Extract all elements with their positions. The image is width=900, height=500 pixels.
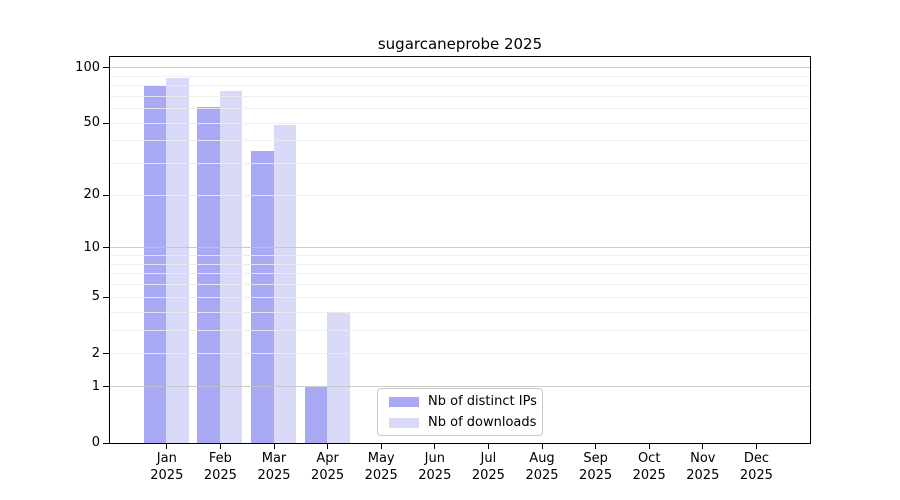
chart-title: sugarcaneprobe 2025 [377, 35, 543, 53]
x-tick-mark [541, 444, 543, 449]
x-tick-mark [219, 444, 221, 449]
x-tick-label-jun: Jun 2025 [418, 451, 452, 483]
minor-gridline [110, 194, 810, 196]
x-tick-mark [595, 444, 597, 449]
minor-gridline [110, 75, 810, 77]
minor-gridline [110, 263, 810, 265]
y-tick-mark [103, 296, 109, 298]
legend-swatch-downloads-icon [389, 417, 419, 428]
x-tick-mark [755, 444, 757, 449]
y-tick-label: 0 [91, 435, 100, 450]
bar-nb-of-distinct-ips [304, 386, 328, 443]
x-tick-label-apr: Apr 2025 [311, 451, 345, 483]
bar-nb-of-distinct-ips [197, 107, 220, 443]
x-tick-label-may: May 2025 [364, 451, 398, 483]
bar-nb-of-downloads [327, 312, 350, 443]
x-tick-mark [273, 444, 275, 449]
minor-gridline [110, 296, 810, 298]
minor-gridline [110, 273, 810, 275]
legend-label-distinct-ips: Nb of distinct IPs [428, 394, 537, 409]
y-tick-mark [103, 122, 109, 124]
legend-label-downloads: Nb of downloads [428, 415, 537, 430]
minor-gridline [110, 85, 810, 86]
y-tick-mark [103, 67, 109, 69]
y-tick-mark [103, 442, 109, 444]
major-gridline [110, 247, 810, 249]
minor-gridline [110, 284, 810, 286]
major-gridline [110, 386, 810, 388]
legend: Nb of distinct IPs Nb of downloads [377, 388, 543, 436]
x-tick-label-sep: Sep 2025 [579, 451, 613, 483]
x-tick-mark [327, 444, 329, 449]
y-tick-label: 50 [83, 115, 100, 131]
y-tick-mark [103, 194, 109, 196]
y-tick-label: 20 [83, 187, 100, 203]
minor-gridline [110, 140, 810, 142]
minor-gridline [110, 353, 810, 355]
x-tick-label-jan: Jan 2025 [150, 451, 184, 483]
legend-swatch-distinct-ips-icon [389, 396, 419, 407]
x-tick-mark [648, 444, 650, 449]
x-tick-mark [166, 444, 168, 449]
x-tick-mark [702, 444, 704, 449]
y-tick-label: 100 [75, 59, 100, 75]
x-tick-mark [380, 444, 382, 449]
y-tick-mark [103, 247, 109, 249]
major-gridline [110, 67, 810, 69]
x-tick-label-nov: Nov 2025 [686, 451, 720, 483]
x-tick-label-oct: Oct 2025 [632, 451, 666, 483]
minor-gridline [110, 329, 810, 331]
y-tick-label: 2 [91, 345, 100, 361]
bar-nb-of-downloads [273, 124, 296, 443]
x-tick-mark [487, 444, 489, 449]
legend-item-distinct-ips: Nb of distinct IPs [389, 392, 537, 411]
minor-gridline [110, 311, 810, 313]
x-tick-label-feb: Feb 2025 [203, 451, 237, 483]
y-tick-label: 10 [83, 239, 100, 255]
y-tick-mark [103, 353, 109, 355]
x-tick-label-jul: Jul 2025 [471, 451, 505, 483]
minor-gridline [110, 95, 810, 97]
x-tick-label-aug: Aug 2025 [525, 451, 559, 483]
minor-gridline [110, 108, 810, 110]
x-tick-mark [434, 444, 436, 449]
y-tick-label: 1 [91, 378, 100, 394]
plot-area [109, 56, 811, 444]
legend-item-downloads: Nb of downloads [389, 413, 536, 432]
bar-nb-of-downloads [166, 77, 189, 443]
minor-gridline [110, 163, 810, 165]
x-tick-label-mar: Mar 2025 [257, 451, 291, 483]
minor-gridline [110, 255, 810, 257]
minor-gridline [110, 122, 810, 124]
bar-nb-of-downloads [219, 90, 243, 443]
x-tick-label-dec: Dec 2025 [739, 451, 773, 483]
gridlines-layer [110, 57, 810, 443]
y-tick-label: 5 [91, 289, 100, 305]
y-tick-mark [103, 386, 109, 388]
